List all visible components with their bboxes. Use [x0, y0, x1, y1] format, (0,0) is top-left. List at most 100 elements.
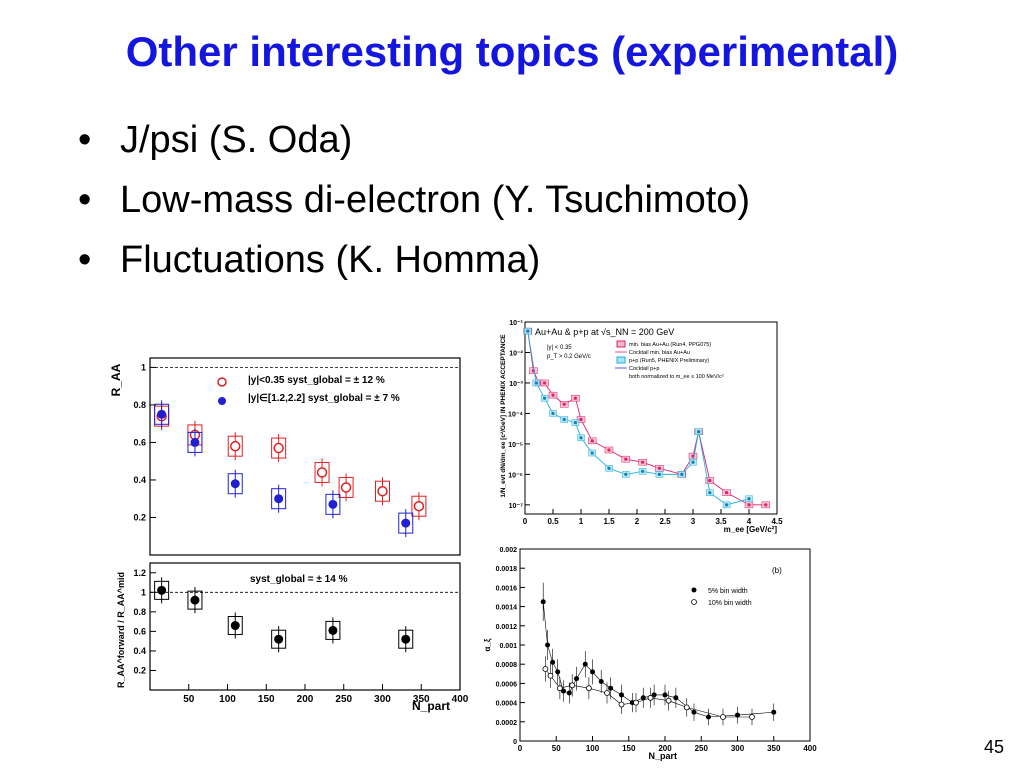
pp-marker: [680, 472, 684, 476]
pp-marker: [725, 503, 729, 507]
raa-point: [398, 509, 414, 538]
page-number: 45: [983, 737, 1004, 757]
fluct-legend-marker-open: [691, 599, 697, 605]
fluct-5pct-marker: [735, 712, 740, 718]
ratio-point: [325, 617, 341, 644]
raa-point: [338, 473, 354, 502]
pp-marker: [607, 466, 611, 470]
fluct-10pct-marker: [633, 699, 639, 706]
pp-marker: [697, 430, 701, 434]
pp-marker: [543, 396, 547, 400]
fluct-xtick-label: 0: [518, 744, 523, 753]
ratio-ytick-label: 0.4: [133, 646, 146, 656]
ratio-xtick-label: 50: [183, 694, 195, 705]
dielectron-xtick-label: 3: [691, 517, 696, 526]
dielectron-figure: 0 0.5 1 1.5 2 2.5 3 3.5 4 4.5 10⁻¹ 10⁻² 10⁻³ 10⁻⁴ 10⁻⁵…: [500, 320, 783, 534]
raa-legend-text: |y|<0.35 syst_global = ± 12 %: [248, 375, 385, 386]
fluct-5pct-marker: [555, 669, 561, 675]
ratio-ytick-label: 0.2: [133, 665, 146, 675]
fluct-10pct-marker: [665, 697, 672, 704]
pp-marker: [657, 472, 661, 476]
dielectron-ylabel: 1/N_evt dN/dm_ee [c²/GeV] IN PHENIX ACCE…: [500, 334, 507, 498]
fluct-5pct-marker: [598, 678, 604, 684]
raa-fwd-marker: [401, 518, 411, 528]
bullet-dielectron: Low-mass di-electron (Y. Tsuchimoto): [78, 170, 750, 230]
fluct-ytick-label: 0.0004: [496, 701, 518, 708]
ratio-xtick-label: 400: [452, 694, 469, 705]
fluct-xtick-label: 150: [622, 744, 636, 753]
dielectron-ytick-label: 10⁻²: [509, 350, 523, 357]
fluct-10pct-marker: [547, 672, 554, 679]
raa-top-ytick-label: 1: [141, 362, 146, 372]
auau-marker: [579, 417, 583, 422]
fluct-5pct-marker: [691, 709, 697, 715]
raa-point: [227, 469, 243, 498]
fluct-xlabel: N_part: [648, 751, 677, 761]
dielectron-xtick-label: 0.5: [547, 517, 559, 526]
dielectron-ytick-label: 10⁻⁵: [508, 442, 523, 449]
auau-marker: [590, 439, 594, 443]
pp-marker: [708, 491, 712, 495]
pp-marker: [747, 497, 751, 501]
fluct-ytick-label: 0.0008: [496, 662, 518, 669]
pp-marker: [624, 472, 628, 476]
fluct-frame: [519, 548, 811, 742]
raa-fwd-marker: [274, 494, 284, 504]
ratio-point: [154, 577, 170, 604]
raa-point: [154, 400, 170, 429]
dielectron-xlabel: m_ee [GeV/c²]: [724, 525, 778, 534]
fluct-xtick-label: 350: [767, 744, 781, 753]
ratio-point: [398, 626, 414, 653]
raa-legend-marker-fwd: [218, 397, 226, 405]
fluct-10pct-marker: [683, 704, 690, 711]
ratio-ytick-label: 0.8: [133, 607, 146, 617]
pp-marker: [534, 381, 538, 385]
fluct-5pct-marker: [550, 659, 556, 665]
pp-marker: [573, 420, 577, 425]
dielectron-legend-text: p+p (Run5, PHENIX Preliminary): [629, 358, 709, 364]
fluct-10pct-marker: [647, 694, 654, 701]
fluct-5pct-marker: [566, 690, 572, 696]
fluct-legend-text: 5% bin width: [708, 588, 748, 595]
pp-marker: [579, 436, 583, 440]
raa-fwd-marker: [157, 409, 167, 419]
bullet-list: J/psi (S. Oda) Low-mass di-electron (Y. …: [78, 110, 750, 290]
raa-point: [271, 434, 287, 463]
fluct-10pct-marker: [542, 666, 549, 672]
raa-mid-marker: [413, 500, 425, 512]
dielectron-legend-text: Cocktail p+p: [629, 366, 659, 372]
fluct-ytick-label: 0.0006: [496, 681, 518, 688]
dielectron-xtick-label: 2.5: [659, 517, 671, 526]
auau-marker: [551, 393, 555, 397]
pp-marker: [590, 451, 594, 455]
auau-marker: [657, 466, 661, 470]
fluct-xtick-label: 250: [695, 744, 709, 753]
auau-marker: [747, 503, 751, 507]
fluct-10pct-marker: [556, 685, 563, 692]
fluct-ylabel: α_ξ: [483, 638, 492, 651]
auau-marker: [624, 457, 628, 461]
ratio-point: [271, 626, 287, 653]
dielectron-xtick-label: 2: [635, 517, 640, 526]
ratio-marker: [274, 634, 284, 644]
dielectron-ytick-label: 10⁻⁷: [509, 503, 523, 510]
fluct-ytick-label: 0: [513, 739, 517, 746]
raa-mid-marker: [273, 442, 284, 454]
raa-top-ytick-label: 0.6: [133, 437, 146, 447]
auau-marker: [573, 396, 577, 400]
fluct-xtick-label: 300: [731, 744, 745, 753]
dielectron-ytick-label: 10⁻¹: [509, 320, 523, 327]
ratio-xtick-label: 350: [413, 694, 430, 705]
auau-marker: [543, 381, 547, 385]
dielectron-ytick-label: 10⁻³: [509, 381, 523, 388]
raa-legend-marker-mid: [217, 377, 227, 387]
dielectron-xtick-label: 3.5: [715, 517, 727, 526]
fluct-ytick-label: 0.0012: [496, 624, 518, 631]
auau-marker: [562, 402, 566, 406]
raa-point: [375, 477, 390, 506]
pp-marker: [641, 469, 645, 473]
fluctuation-figure: 0 50 100 150 200 250 300 350 400 0 0.0002 0.0004 0.0…: [483, 547, 817, 761]
ratio-point: [187, 587, 203, 614]
dielectron-legend-text: min. bias Au+Au (Run4, PPG075): [629, 342, 711, 348]
dielectron-legend-text: both normalized to m_ee ≤ 100 MeV/c²: [629, 374, 724, 380]
